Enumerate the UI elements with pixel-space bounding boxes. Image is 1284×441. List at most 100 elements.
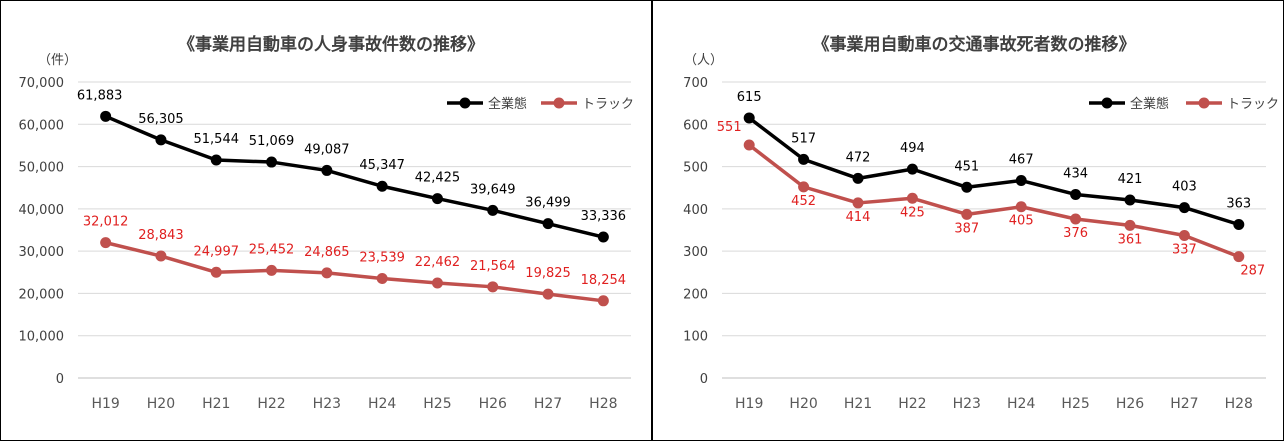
data-label: 42,425	[415, 171, 461, 186]
data-label: 33,336	[581, 209, 627, 224]
data-point	[743, 139, 755, 151]
y-tick-label: 700	[683, 76, 708, 91]
data-label: 387	[954, 221, 979, 236]
x-tick-label: H27	[534, 396, 562, 412]
data-label: 18,254	[581, 273, 627, 288]
data-point	[852, 172, 864, 184]
data-point	[542, 288, 554, 300]
data-label: 287	[1240, 264, 1265, 279]
data-point	[743, 112, 755, 124]
data-point	[155, 134, 167, 146]
x-tick-label: H26	[1116, 396, 1144, 412]
data-label: 551	[717, 120, 742, 135]
x-tick-label: H24	[368, 396, 396, 412]
data-label: 405	[1009, 214, 1034, 229]
data-point	[597, 231, 609, 243]
chart-2-unit-label: （人）	[684, 53, 723, 68]
series-line-1	[104, 114, 604, 239]
data-label: 39,649	[470, 182, 516, 197]
series-line-2	[105, 240, 604, 303]
data-label: 24,997	[194, 244, 240, 259]
x-tick-label: H25	[1061, 396, 1089, 412]
chart-2-title: 《事業用自動車の交通事故死者数の推移》	[813, 34, 1136, 55]
x-tick-label: H28	[589, 396, 617, 412]
y-tick-label: 100	[683, 330, 708, 345]
y-tick-label: 600	[683, 118, 708, 133]
data-point	[376, 180, 388, 192]
x-tick-label: H22	[898, 396, 926, 412]
data-label: 19,825	[525, 266, 571, 281]
y-tick-label: 30,000	[19, 245, 65, 260]
data-label: 361	[1118, 232, 1143, 247]
x-tick-label: H24	[1007, 396, 1035, 412]
data-label: 23,539	[359, 250, 405, 265]
y-tick-label: 70,000	[19, 76, 65, 91]
data-point	[798, 153, 810, 165]
chart-2-plot: 0 100 200 300 400 500 600 700 H19 H20 H21 H22 H23 H24…	[683, 76, 1279, 412]
data-point	[1233, 219, 1245, 231]
data-point	[210, 154, 222, 166]
y-tick-label: 20,000	[19, 287, 65, 302]
data-point	[266, 264, 278, 276]
y-tick-label: 500	[683, 161, 708, 176]
data-label: 21,564	[470, 259, 516, 274]
x-tick-label: H20	[147, 396, 175, 412]
x-tick-label: H26	[479, 396, 507, 412]
data-point	[1015, 201, 1027, 213]
data-point	[961, 181, 973, 193]
data-point	[1233, 251, 1245, 263]
data-label: 28,843	[138, 228, 184, 243]
data-label: 452	[791, 194, 816, 209]
data-point	[1124, 219, 1136, 231]
legend-label: トラック	[1227, 97, 1279, 112]
data-point	[1178, 229, 1190, 241]
x-tick-label: H20	[789, 396, 817, 412]
data-point	[961, 208, 973, 220]
data-label: 615	[737, 90, 762, 105]
legend-label: 全業態	[488, 96, 527, 112]
data-label: 467	[1009, 153, 1034, 168]
data-point	[210, 266, 222, 278]
data-label: 61,883	[77, 88, 123, 103]
data-label: 494	[900, 141, 925, 156]
y-tick-label: 50,000	[19, 161, 65, 176]
y-tick-label: 0	[700, 372, 708, 387]
data-point	[1070, 213, 1082, 225]
data-label: 25,452	[249, 242, 295, 257]
chart-1-plot: 0 10,000 20,000 30,000 40,000 50,000 60,000 70,…	[19, 76, 635, 412]
chart-1-unit-label: （件）	[38, 53, 77, 68]
data-label: 337	[1172, 242, 1197, 257]
data-label: 425	[900, 205, 925, 220]
data-label: 403	[1172, 180, 1197, 195]
series-line-2	[748, 143, 1240, 259]
x-tick-label: H19	[735, 396, 763, 412]
y-tick-label: 10,000	[19, 330, 65, 345]
data-point	[155, 250, 167, 262]
y-tick-label: 40,000	[19, 203, 65, 218]
x-tick-label: H23	[313, 396, 341, 412]
data-label: 421	[1118, 172, 1143, 187]
legend-label: 全業態	[1130, 96, 1169, 112]
data-label: 49,087	[304, 142, 350, 157]
data-label: 51,069	[249, 134, 295, 149]
data-label: 32,012	[83, 215, 129, 230]
series-line-1	[748, 116, 1240, 227]
data-label: 434	[1063, 166, 1088, 181]
x-tick-label: H19	[91, 396, 119, 412]
y-tick-label: 400	[683, 203, 708, 218]
legend-label: トラック	[582, 97, 634, 112]
legend-swatch-marker	[1198, 97, 1210, 109]
legend-swatch-marker	[1101, 97, 1113, 109]
data-label: 36,499	[525, 196, 571, 211]
data-point	[487, 281, 499, 293]
y-tick-label: 200	[683, 287, 708, 302]
y-tick-label: 300	[683, 245, 708, 260]
data-point	[431, 193, 443, 205]
x-tick-label: H21	[202, 396, 230, 412]
data-label: 376	[1063, 226, 1088, 241]
data-label: 414	[846, 210, 871, 225]
data-label: 45,347	[359, 158, 405, 173]
data-label: 451	[954, 159, 979, 174]
